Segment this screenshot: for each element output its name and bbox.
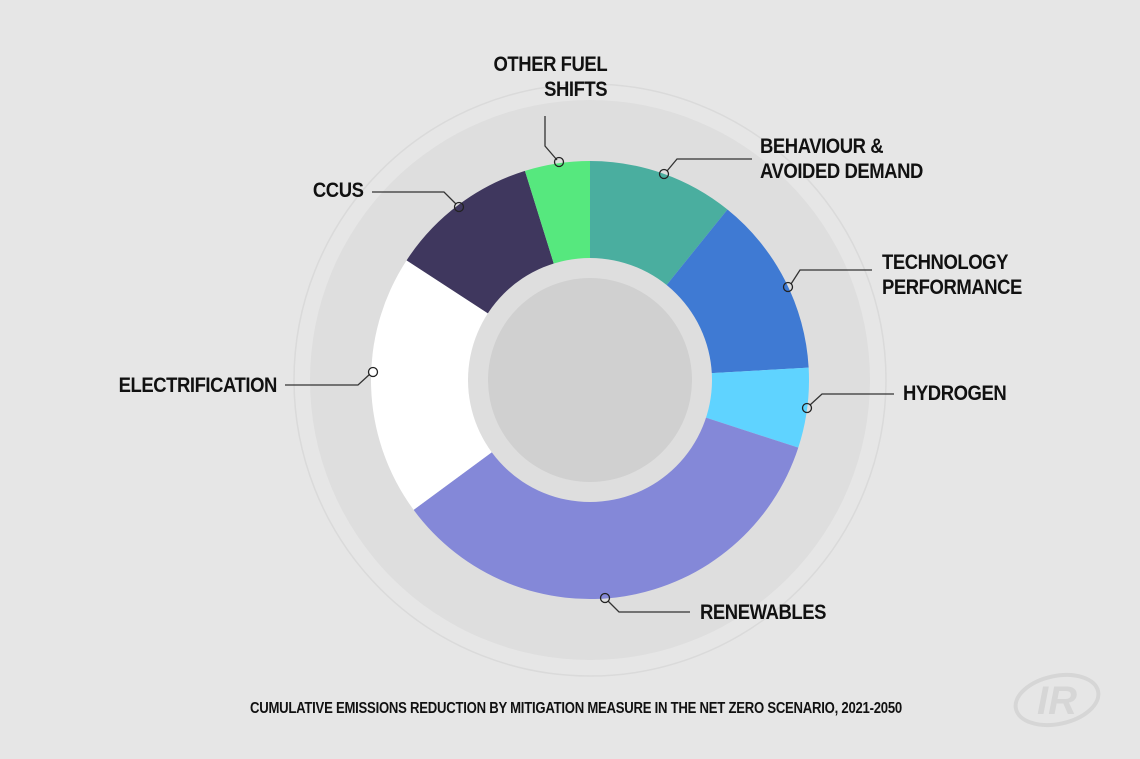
label-behaviour-avoided-demand: BEHAVIOUR & AVOIDED DEMAND <box>760 135 923 183</box>
dot-behaviour <box>658 168 670 180</box>
label-renewables: RENEWABLES <box>700 601 827 624</box>
dot-ccus <box>453 201 465 213</box>
leader-lines <box>285 116 894 613</box>
label-ccus: CCUS <box>313 179 364 202</box>
slice-electrification <box>370 260 498 510</box>
leader-electrification <box>285 373 371 386</box>
dot-electrification <box>367 366 379 378</box>
leader-ccus <box>372 191 457 205</box>
leader-renewables <box>607 600 690 613</box>
svg-text:IR: IR <box>1037 679 1077 723</box>
slice-other-fuel-shifts <box>524 161 590 271</box>
leader-dots <box>367 156 813 604</box>
leader-hydrogen <box>809 393 894 406</box>
slice-ccus <box>406 170 556 318</box>
dot-renewables <box>599 592 611 604</box>
slice-renewables <box>413 415 799 599</box>
chart-caption: CUMULATIVE EMISSIONS REDUCTION BY MITIGA… <box>250 700 902 717</box>
leader-technology <box>790 269 872 285</box>
leader-behaviour <box>666 158 752 172</box>
hole-center <box>488 278 692 482</box>
label-hydrogen: HYDROGEN <box>903 382 1007 405</box>
leader-other-fuel <box>544 116 558 161</box>
label-technology-performance: TECHNOLOGY PERFORMANCE <box>882 251 1022 299</box>
slice-hydrogen <box>699 367 809 448</box>
label-electrification: ELECTRIFICATION <box>118 374 278 397</box>
outer-guide-ring <box>293 83 887 677</box>
ir-logo-icon: IR <box>1013 672 1101 728</box>
label-other-fuel-shifts: OTHER FUEL SHIFTS <box>493 53 607 101</box>
dot-hydrogen <box>801 402 813 414</box>
dot-other-fuel <box>553 156 565 168</box>
dot-technology <box>782 281 794 293</box>
slice-behaviour-avoided-demand <box>590 161 728 291</box>
